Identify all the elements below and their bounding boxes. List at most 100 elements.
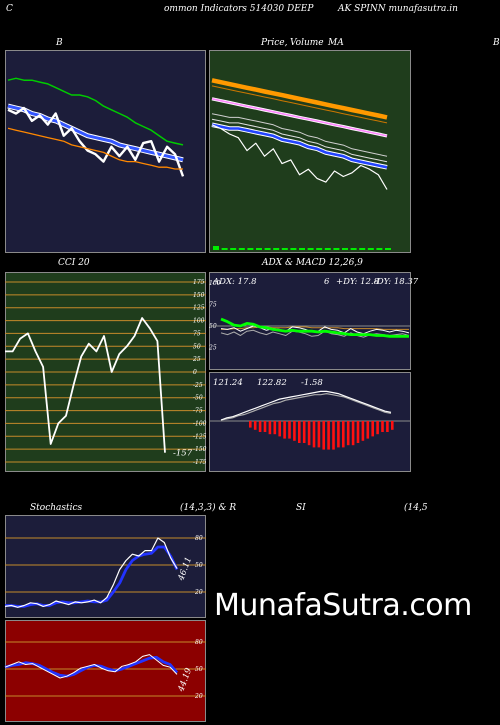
bollinger-chart (7, 77, 185, 177)
macd-line (220, 390, 392, 421)
macd-hist-bar (327, 421, 330, 450)
volume-bar (367, 248, 374, 250)
rsi-tick-label: 20 (194, 693, 203, 700)
stoch-last-label: 46.11 (176, 556, 194, 583)
macd-signal-label: 122.82 (257, 378, 287, 388)
cci-tick-label: 0 (193, 369, 197, 376)
rsi-params: (14,5 (404, 503, 428, 513)
cci-title: CCI 20 (58, 258, 90, 268)
cci-tick-label: 150 (193, 292, 205, 299)
bb-series-0 (7, 77, 184, 146)
price-panel (209, 50, 411, 253)
header-title-left: ommon Indicators 514030 DEEP (164, 4, 314, 14)
cci-tick-label: 25 (192, 356, 201, 363)
adx-minus-dy-label: -DY: 18.37 (374, 277, 419, 287)
adx-green-line (220, 317, 409, 338)
macd-hist-bar (386, 421, 389, 432)
macd-hist-bar (307, 421, 311, 446)
macd-hist-bar (249, 421, 252, 428)
macd-hist-bar (376, 421, 379, 435)
volume-bar (238, 248, 245, 250)
volume-bar (247, 248, 254, 250)
cci-chart: 175 150 125 100 75 50 25 0 -25 -50 -75 -100 -125 -150… (5, 279, 207, 466)
rsi-last-label: 44.19 (176, 666, 194, 694)
volume-bar (342, 248, 348, 250)
macd-hist-bar (298, 421, 301, 443)
macd-hist-bar (342, 421, 345, 448)
adx-dy-number: 6 (324, 277, 330, 287)
macd-hist-label: -1.58 (301, 378, 323, 388)
adx-plus-dy-label: +DY: 12.8 (336, 277, 380, 287)
macd-hist-bar (283, 421, 286, 439)
cci-tick-label: -100 (193, 420, 207, 427)
volume-bar (264, 248, 271, 250)
adx-orange-line (221, 326, 409, 330)
adx-chart: ADX: 17.8 6 +DY: 12.8 -DY: 18.37 1007550… (208, 277, 419, 352)
volume-bar (307, 248, 314, 250)
volume-bar (316, 248, 323, 250)
macd-hist-bar (268, 421, 272, 435)
volume-bar (359, 248, 366, 250)
macd-hist-bar (361, 421, 365, 441)
volume-bar (333, 248, 340, 250)
cci-tick-label: 50 (193, 343, 201, 350)
macd-hist-bar (312, 421, 316, 448)
volume-bar (324, 248, 331, 250)
macd-hist-bar (302, 421, 306, 443)
volume-bar (256, 248, 262, 250)
macd-hist-bar (293, 421, 296, 441)
cci-line (5, 317, 166, 453)
stoch-tick-label: 20 (194, 589, 203, 596)
bb-series-2 (7, 106, 185, 177)
bb-series-1 (7, 104, 184, 162)
cci-tick-label: -125 (193, 433, 207, 440)
volume-bar (273, 248, 280, 250)
macd-hist-bar (288, 421, 291, 439)
ma-mid-grey (211, 118, 388, 163)
cci-tick-label: -50 (193, 395, 203, 402)
macd-hist-bar (263, 421, 267, 432)
watermark: MunafaSutra.com (214, 588, 472, 623)
rsi-tick-label: 50 (195, 666, 203, 673)
volume-bar (281, 248, 288, 250)
ma-orange-shadow (211, 85, 388, 124)
price-ma-chart (211, 78, 391, 250)
bb-series-3 (7, 127, 183, 170)
ma-orange-line (211, 78, 388, 120)
adx-tick-label: 25 (208, 345, 217, 352)
rsi-blue-line (4, 655, 179, 678)
adx-tick-label: 100 (209, 280, 221, 287)
adx-tick-label: 75 (209, 302, 217, 309)
volume-bar (213, 246, 219, 250)
volume-bar (290, 248, 297, 250)
macd-hist-bar (371, 421, 374, 437)
stoch-tick-label: 80 (195, 535, 203, 542)
header-title-right: AK SPINN munafasutra.in (338, 4, 458, 14)
header-letter: C (6, 4, 13, 14)
macd-hist-bar (366, 421, 370, 439)
macd-hist-bar (322, 421, 325, 450)
price-title: Price, (261, 38, 288, 48)
macd-hist-bar (351, 421, 355, 446)
macd-hist-bar (332, 421, 335, 450)
cci-tick-label: -175 (193, 459, 207, 466)
cci-tick-label: -25 (193, 382, 203, 389)
ma-blue-line (211, 123, 388, 169)
macd-hist-bar (253, 421, 257, 430)
macd-hist-bar (258, 421, 262, 432)
macd-hist-bar (337, 421, 340, 448)
volume-bar (376, 248, 383, 250)
macd-hist-bar (278, 421, 281, 437)
volume-bar (385, 248, 391, 250)
rsi-tick-label: 80 (195, 639, 203, 646)
stoch-tick-label: 50 (195, 562, 203, 569)
rsi-title: SI (296, 503, 306, 513)
price-title-volume: Volume (290, 38, 324, 48)
adx-grey-line (220, 329, 410, 338)
macd-hist-bar (346, 421, 350, 446)
cci-tick-label: 75 (193, 330, 201, 337)
macd-hist-bar (317, 421, 321, 448)
cci-tick-label: -75 (193, 408, 203, 415)
